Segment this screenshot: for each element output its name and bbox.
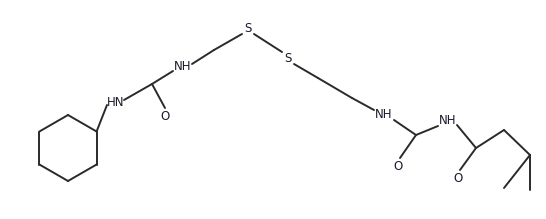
Text: NH: NH bbox=[439, 113, 457, 127]
Text: NH: NH bbox=[375, 108, 393, 122]
Text: O: O bbox=[453, 171, 462, 184]
Text: HN: HN bbox=[107, 97, 124, 110]
Text: S: S bbox=[244, 21, 252, 35]
Text: S: S bbox=[284, 51, 292, 65]
Text: NH: NH bbox=[174, 60, 192, 74]
Text: O: O bbox=[161, 110, 170, 122]
Text: O: O bbox=[393, 159, 402, 173]
